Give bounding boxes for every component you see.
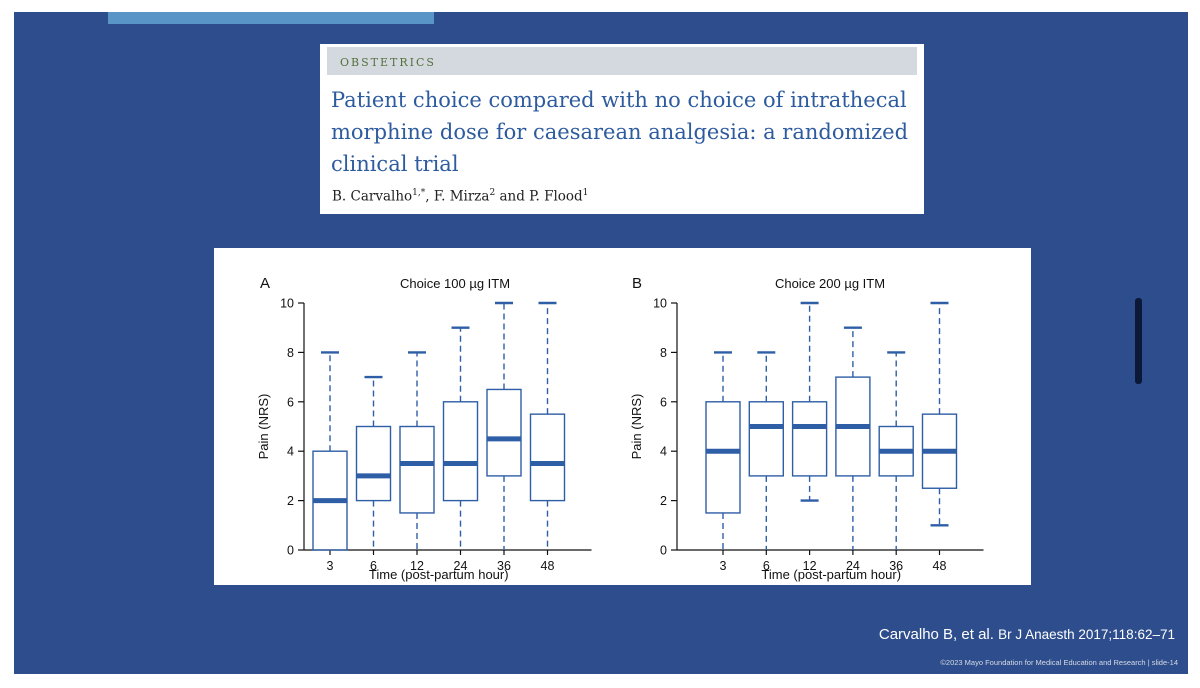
y-axis-label: Pain (NRS) <box>629 394 644 460</box>
x-tick-label: 48 <box>541 559 555 573</box>
author-name: B. Carvalho <box>332 188 413 205</box>
x-tick-label: 3 <box>327 559 334 573</box>
chart-title: Choice 200 µg ITM <box>775 276 885 291</box>
x-tick-label: 24 <box>454 559 468 573</box>
y-tick-label: 8 <box>287 346 294 360</box>
scroll-handle[interactable] <box>1135 298 1142 384</box>
author-affiliation: 1 <box>582 188 589 198</box>
y-tick-label: 6 <box>287 395 294 409</box>
citation-journal: Br J Anaesth 2017;118:62–71 <box>998 627 1175 642</box>
paper-authors: B. Carvalho1,*, F. Mirza2 and P. Flood1 <box>332 188 588 205</box>
section-band: OBSTETRICS <box>327 47 917 75</box>
x-tick-label: 6 <box>370 559 377 573</box>
paper-header: OBSTETRICS Patient choice compared with … <box>320 44 924 214</box>
iqr-box <box>705 401 741 514</box>
x-axis-label: Time (post-partum hour) <box>761 567 901 582</box>
panel-letter: A <box>260 275 270 292</box>
x-tick-label: 12 <box>803 559 817 573</box>
y-tick-label: 0 <box>660 544 667 558</box>
x-tick-label: 12 <box>410 559 424 573</box>
chart-title: Choice 100 µg ITM <box>400 276 510 291</box>
x-axis-label: Time (post-partum hour) <box>369 567 509 582</box>
iqr-box <box>529 413 566 502</box>
iqr-box <box>748 401 784 477</box>
y-tick-label: 8 <box>660 346 667 360</box>
y-tick-label: 6 <box>660 395 667 409</box>
y-axis-label: Pain (NRS) <box>256 394 271 460</box>
y-tick-label: 10 <box>280 297 294 311</box>
section-label: OBSTETRICS <box>340 56 436 69</box>
accent-bar <box>108 12 434 24</box>
author-name: F. Mirza <box>433 188 490 205</box>
x-tick-label: 36 <box>889 559 903 573</box>
citation: Carvalho B, et al. Br J Anaesth 2017;118… <box>879 626 1175 643</box>
paper-title: Patient choice compared with no choice o… <box>331 88 909 176</box>
x-tick-label: 3 <box>720 559 727 573</box>
iqr-box <box>486 388 522 477</box>
copyright-footer: ©2023 Mayo Foundation for Medical Educat… <box>940 658 1178 667</box>
iqr-box <box>355 425 392 502</box>
iqr-box <box>791 401 828 477</box>
panel-letter: B <box>632 275 642 292</box>
citation-authors: Carvalho B, et al. <box>878 626 994 643</box>
y-tick-label: 10 <box>653 297 667 311</box>
iqr-box <box>399 425 435 514</box>
y-tick-label: 4 <box>287 445 294 459</box>
author-conjunction: and <box>495 188 530 205</box>
y-tick-label: 4 <box>660 445 667 459</box>
x-tick-label: 48 <box>933 559 947 573</box>
author-name: P. Flood <box>529 188 583 205</box>
x-tick-label: 24 <box>846 559 860 573</box>
y-tick-label: 0 <box>287 544 294 558</box>
figure-panel: A Choice 100 µg ITM 0 2 4 6 8 10 Pain (NRS) Time … <box>214 248 1031 585</box>
x-tick-label: 36 <box>497 559 511 573</box>
iqr-box <box>442 401 479 502</box>
author-affiliation: 2 <box>489 188 496 198</box>
slide: OBSTETRICS Patient choice compared with … <box>14 12 1188 674</box>
author-affiliation: 1,* <box>412 188 426 198</box>
y-tick-label: 2 <box>660 494 667 508</box>
y-tick-label: 2 <box>287 494 294 508</box>
x-tick-label: 6 <box>763 559 770 573</box>
author-separator: , <box>425 188 434 205</box>
